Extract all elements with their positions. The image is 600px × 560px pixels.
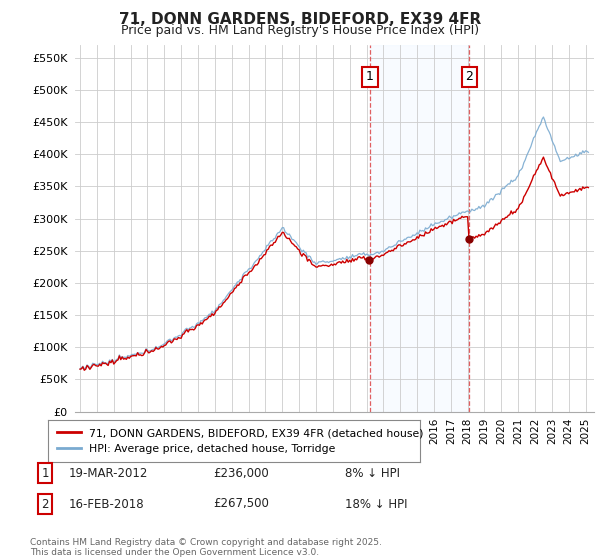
Text: £267,500: £267,500 (213, 497, 269, 511)
Text: 1: 1 (366, 71, 374, 83)
Text: 2: 2 (41, 497, 49, 511)
Text: 1: 1 (41, 466, 49, 480)
Text: 18% ↓ HPI: 18% ↓ HPI (345, 497, 407, 511)
Text: £236,000: £236,000 (213, 466, 269, 480)
Legend: 71, DONN GARDENS, BIDEFORD, EX39 4FR (detached house), HPI: Average price, detac: 71, DONN GARDENS, BIDEFORD, EX39 4FR (de… (52, 423, 428, 459)
Text: 2: 2 (466, 71, 473, 83)
Text: Price paid vs. HM Land Registry's House Price Index (HPI): Price paid vs. HM Land Registry's House … (121, 24, 479, 37)
Text: 16-FEB-2018: 16-FEB-2018 (69, 497, 145, 511)
Text: 71, DONN GARDENS, BIDEFORD, EX39 4FR: 71, DONN GARDENS, BIDEFORD, EX39 4FR (119, 12, 481, 27)
Text: 8% ↓ HPI: 8% ↓ HPI (345, 466, 400, 480)
Text: Contains HM Land Registry data © Crown copyright and database right 2025.
This d: Contains HM Land Registry data © Crown c… (30, 538, 382, 557)
Text: 19-MAR-2012: 19-MAR-2012 (69, 466, 148, 480)
Bar (370, 45, 469, 412)
